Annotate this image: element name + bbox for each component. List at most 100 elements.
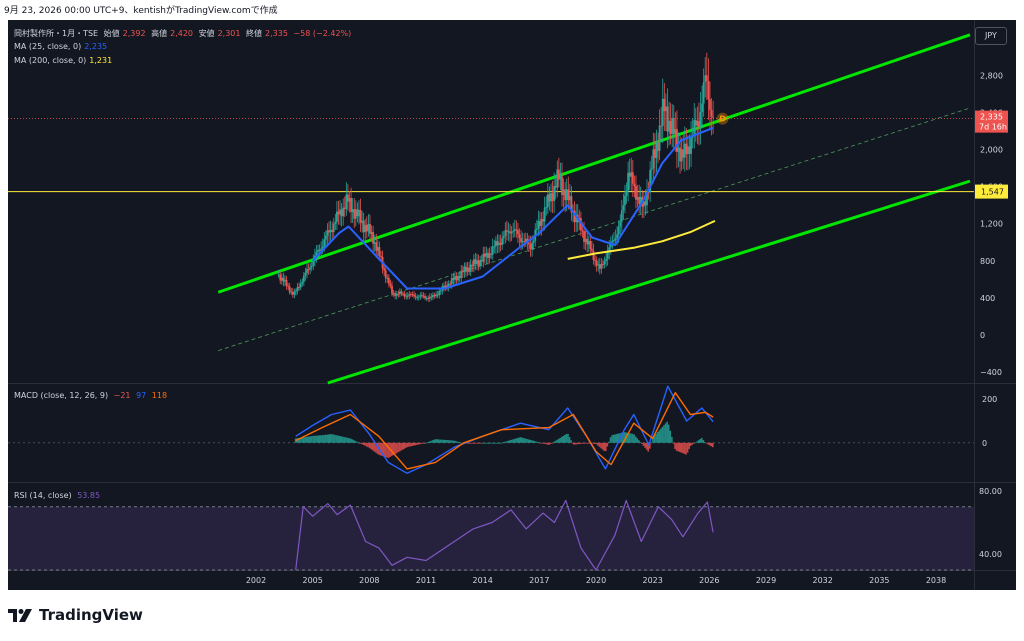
macd-histogram-bar: [685, 442, 687, 455]
macd-signal-line[interactable]: [295, 392, 714, 470]
candle-body: [443, 286, 445, 288]
macd-histogram-bar: [518, 437, 520, 443]
candle-body: [365, 225, 368, 232]
brand-name: TradingView: [39, 606, 143, 624]
ma25-label: MA (25, close, 0): [14, 42, 82, 51]
macd-histogram-bar: [455, 441, 458, 443]
time-axis-tick-label: 2002: [246, 576, 266, 585]
candle-body: [304, 272, 307, 276]
candle-body: [435, 294, 437, 297]
macd-histogram-bar: [294, 438, 297, 443]
candle-body: [364, 225, 367, 233]
macd-histogram-bar: [315, 435, 317, 443]
candle-body: [553, 185, 556, 201]
macd-histogram-bar: [636, 438, 639, 443]
high-label: 高値: [151, 29, 168, 38]
macd-histogram-bar: [653, 435, 656, 443]
candle-body: [350, 197, 352, 213]
candle-body: [682, 149, 685, 158]
candle-body: [649, 169, 652, 193]
candle-body: [564, 189, 567, 201]
candle-body: [425, 298, 428, 300]
candle-body: [454, 276, 456, 280]
candle-body: [611, 240, 614, 243]
candle-body: [687, 146, 689, 155]
symbol-label[interactable]: 岡村製作所・1月・TSE: [14, 29, 99, 38]
macd-histogram-bar: [559, 437, 561, 443]
macd-histogram-bar: [483, 442, 486, 444]
macd-histogram-bar: [633, 434, 635, 443]
macd-histogram-bar: [582, 442, 585, 444]
candle-body: [347, 194, 349, 202]
rsi-label: RSI (14, close): [14, 491, 72, 500]
candle-body: [326, 230, 329, 236]
candle-body: [432, 294, 434, 298]
candle-body: [636, 196, 639, 200]
macd-histogram-bar: [434, 439, 437, 443]
macd-histogram-bar: [505, 441, 508, 443]
candle-body: [479, 260, 482, 266]
candle-body: [548, 194, 551, 202]
currency-button[interactable]: JPY: [975, 27, 1007, 45]
macd-signal-value: 118: [151, 391, 168, 400]
candle-body: [570, 196, 573, 213]
macd-histogram-bar: [321, 435, 324, 443]
rsi-line[interactable]: [295, 499, 714, 571]
macd-histogram-bar: [304, 437, 306, 443]
macd-histogram-bar: [576, 442, 579, 445]
tradingview-logo[interactable]: TradingView: [8, 606, 143, 624]
macd-histogram-bar: [523, 438, 525, 443]
macd-histogram-bar: [456, 441, 459, 443]
channel-mid-line[interactable]: [218, 107, 971, 351]
candle-body: [324, 235, 327, 240]
candle-body: [635, 185, 637, 200]
candle-body: [561, 176, 563, 196]
macd-histogram-bar: [543, 442, 546, 444]
macd-histogram-bar: [450, 440, 453, 443]
macd-histogram-bar: [652, 437, 654, 443]
chart-frame[interactable]: [8, 20, 1016, 590]
macd-histogram-bar: [549, 442, 552, 444]
macd-histogram-bar: [696, 441, 698, 443]
channel-upper-line[interactable]: [217, 33, 971, 294]
candle-body: [460, 270, 463, 279]
macd-histogram-bar: [442, 439, 445, 443]
ma200-line[interactable]: [567, 219, 716, 260]
ma25-line[interactable]: [311, 126, 714, 290]
candle-body: [602, 263, 604, 265]
candle-body: [433, 294, 436, 297]
macd-histogram-bar: [364, 442, 366, 446]
macd-histogram-bar: [375, 442, 377, 453]
dividend-marker-icon[interactable]: [716, 112, 729, 125]
candle-body: [567, 189, 570, 201]
candle-body: [309, 267, 312, 270]
macd-histogram-bar: [398, 442, 401, 452]
macd-histogram-bar: [310, 436, 313, 443]
macd-histogram-bar: [499, 442, 502, 444]
candle-body: [402, 293, 404, 295]
candle-body: [565, 189, 568, 201]
ma25-legend[interactable]: MA (25, close, 0) 2,235: [14, 42, 110, 51]
macd-histogram-bar: [634, 436, 637, 443]
ma200-legend[interactable]: MA (200, close, 0) 1,231: [14, 56, 115, 65]
candle-body: [676, 129, 678, 152]
candle-body: [595, 260, 598, 266]
candle-body: [359, 209, 362, 223]
chart-header: 9月 23, 2026 00:00 UTC+9、kentishがTradingV…: [4, 6, 278, 16]
candle-body: [661, 98, 664, 126]
macd-histogram-bar: [400, 442, 402, 451]
macd-histogram-bar: [614, 434, 617, 443]
macd-histogram-bar: [664, 423, 667, 443]
macd-legend[interactable]: MACD (close, 12, 26, 9) −21 97 118: [14, 391, 170, 400]
channel-lower-line[interactable]: [327, 179, 971, 385]
candle-body: [493, 246, 496, 248]
macd-histogram-bar: [419, 442, 421, 445]
rsi-legend[interactable]: RSI (14, close) 53.85: [14, 491, 103, 500]
price-axis-tick-label: 0: [980, 331, 985, 340]
ma25-value: 2,235: [84, 42, 108, 51]
change-value: −58 (−2.42%): [293, 29, 352, 38]
macd-histogram-bar: [298, 437, 300, 443]
candle-body: [287, 285, 290, 287]
candle-body: [655, 143, 658, 158]
